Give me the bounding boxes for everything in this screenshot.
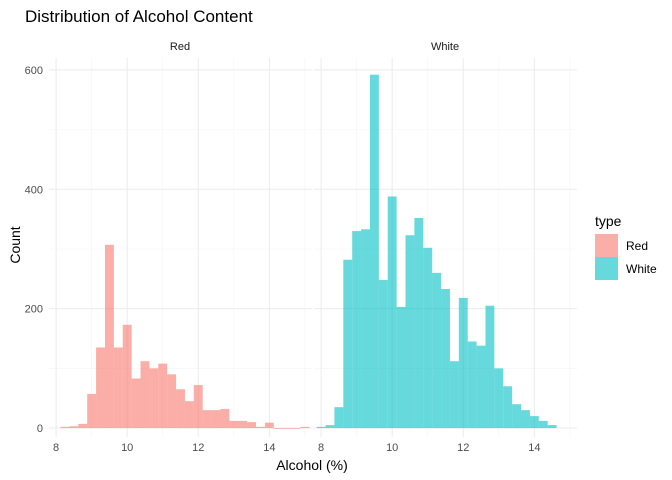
histogram-bar [458,297,468,429]
histogram-bar [441,288,450,429]
histogram-bar [122,324,132,429]
histogram-bar [229,420,239,429]
legend-label-white: White [626,262,657,276]
panel-red-bars [60,244,310,429]
histogram-bar [343,259,353,429]
histogram-bar [485,305,495,429]
legend-key-red [595,234,618,257]
panel-white-x-ticks: 8 10 12 14 [318,442,540,454]
histogram-bar [432,272,442,429]
histogram-bar [387,196,397,429]
histogram-bar [325,425,335,429]
histogram-bar [529,416,539,429]
histogram-bar [60,426,70,429]
histogram-bar [316,426,326,429]
panel-white-bars [316,74,557,429]
histogram-bar [282,428,292,429]
x-tick-label-8: 8 [53,442,59,454]
x-tick-label-14: 14 [528,442,540,454]
histogram-bar [264,422,274,429]
histogram-bar [352,231,362,429]
histogram-bar [538,420,548,429]
legend: type Red White [595,213,657,280]
y-tick-label-200: 200 [25,304,43,316]
panel-red: 8 10 12 14 [49,58,312,454]
x-tick-label-8: 8 [318,442,324,454]
histogram-bar [131,378,141,429]
x-tick-label-14: 14 [263,442,275,454]
histogram-bar [334,407,344,429]
histogram-bar [414,217,424,429]
y-tick-label-0: 0 [37,423,43,435]
histogram-bar [503,386,513,429]
histogram-bar [176,389,185,429]
x-tick-label-12: 12 [192,442,204,454]
histogram-bar [149,368,159,429]
y-tick-label-600: 600 [25,65,43,77]
histogram-bar [369,74,379,429]
panel-red-x-ticks: 8 10 12 14 [53,442,275,454]
x-tick-label-10: 10 [386,442,398,454]
histogram-bar [361,229,370,429]
histogram-bar [167,374,177,429]
histogram-bar [273,428,283,429]
histogram-bar [247,422,257,429]
x-tick-label-12: 12 [457,442,469,454]
y-axis-title: Count [7,226,23,263]
y-axis-ticks: 0 200 400 600 [25,65,43,435]
histogram-bar [104,244,114,429]
histogram-bar [238,420,248,429]
histogram-bar [521,410,530,429]
histogram-bar [423,247,433,429]
y-tick-label-400: 400 [25,184,43,196]
histogram-bar [87,394,97,429]
histogram-bar [113,347,123,429]
histogram-bar [184,401,194,429]
histogram-bar [467,341,477,429]
histogram-bar [256,426,265,429]
strip-label-white: White [431,41,459,53]
histogram-bar [449,361,459,429]
legend-label-red: Red [626,239,648,253]
legend-title: type [595,213,622,229]
histogram-bar [300,426,310,429]
histogram-bar [193,385,203,429]
histogram-bar [211,410,221,429]
histogram-bar [69,426,79,429]
panel-white: 8 10 12 14 [314,58,577,454]
histogram-bar [512,404,522,429]
chart-title: Distribution of Alcohol Content [25,7,253,26]
histogram-bar [494,368,504,429]
histogram-bar [158,363,168,429]
histogram-bar [140,361,150,429]
x-axis-title: Alcohol (%) [276,457,348,473]
legend-key-white [595,257,618,280]
histogram-bar [476,345,486,429]
histogram-bar [547,425,557,429]
histogram-bar [78,423,88,429]
histogram-bar [202,410,212,429]
histogram-bar [405,235,415,429]
strip-label-red: Red [170,41,190,53]
histogram-bar [396,306,406,429]
histogram-bar [220,408,230,429]
x-tick-label-10: 10 [121,442,133,454]
histogram-bar [291,428,301,429]
panel-red-gridlines [49,58,312,437]
histogram-bar [378,280,388,429]
histogram-bar [96,347,105,429]
